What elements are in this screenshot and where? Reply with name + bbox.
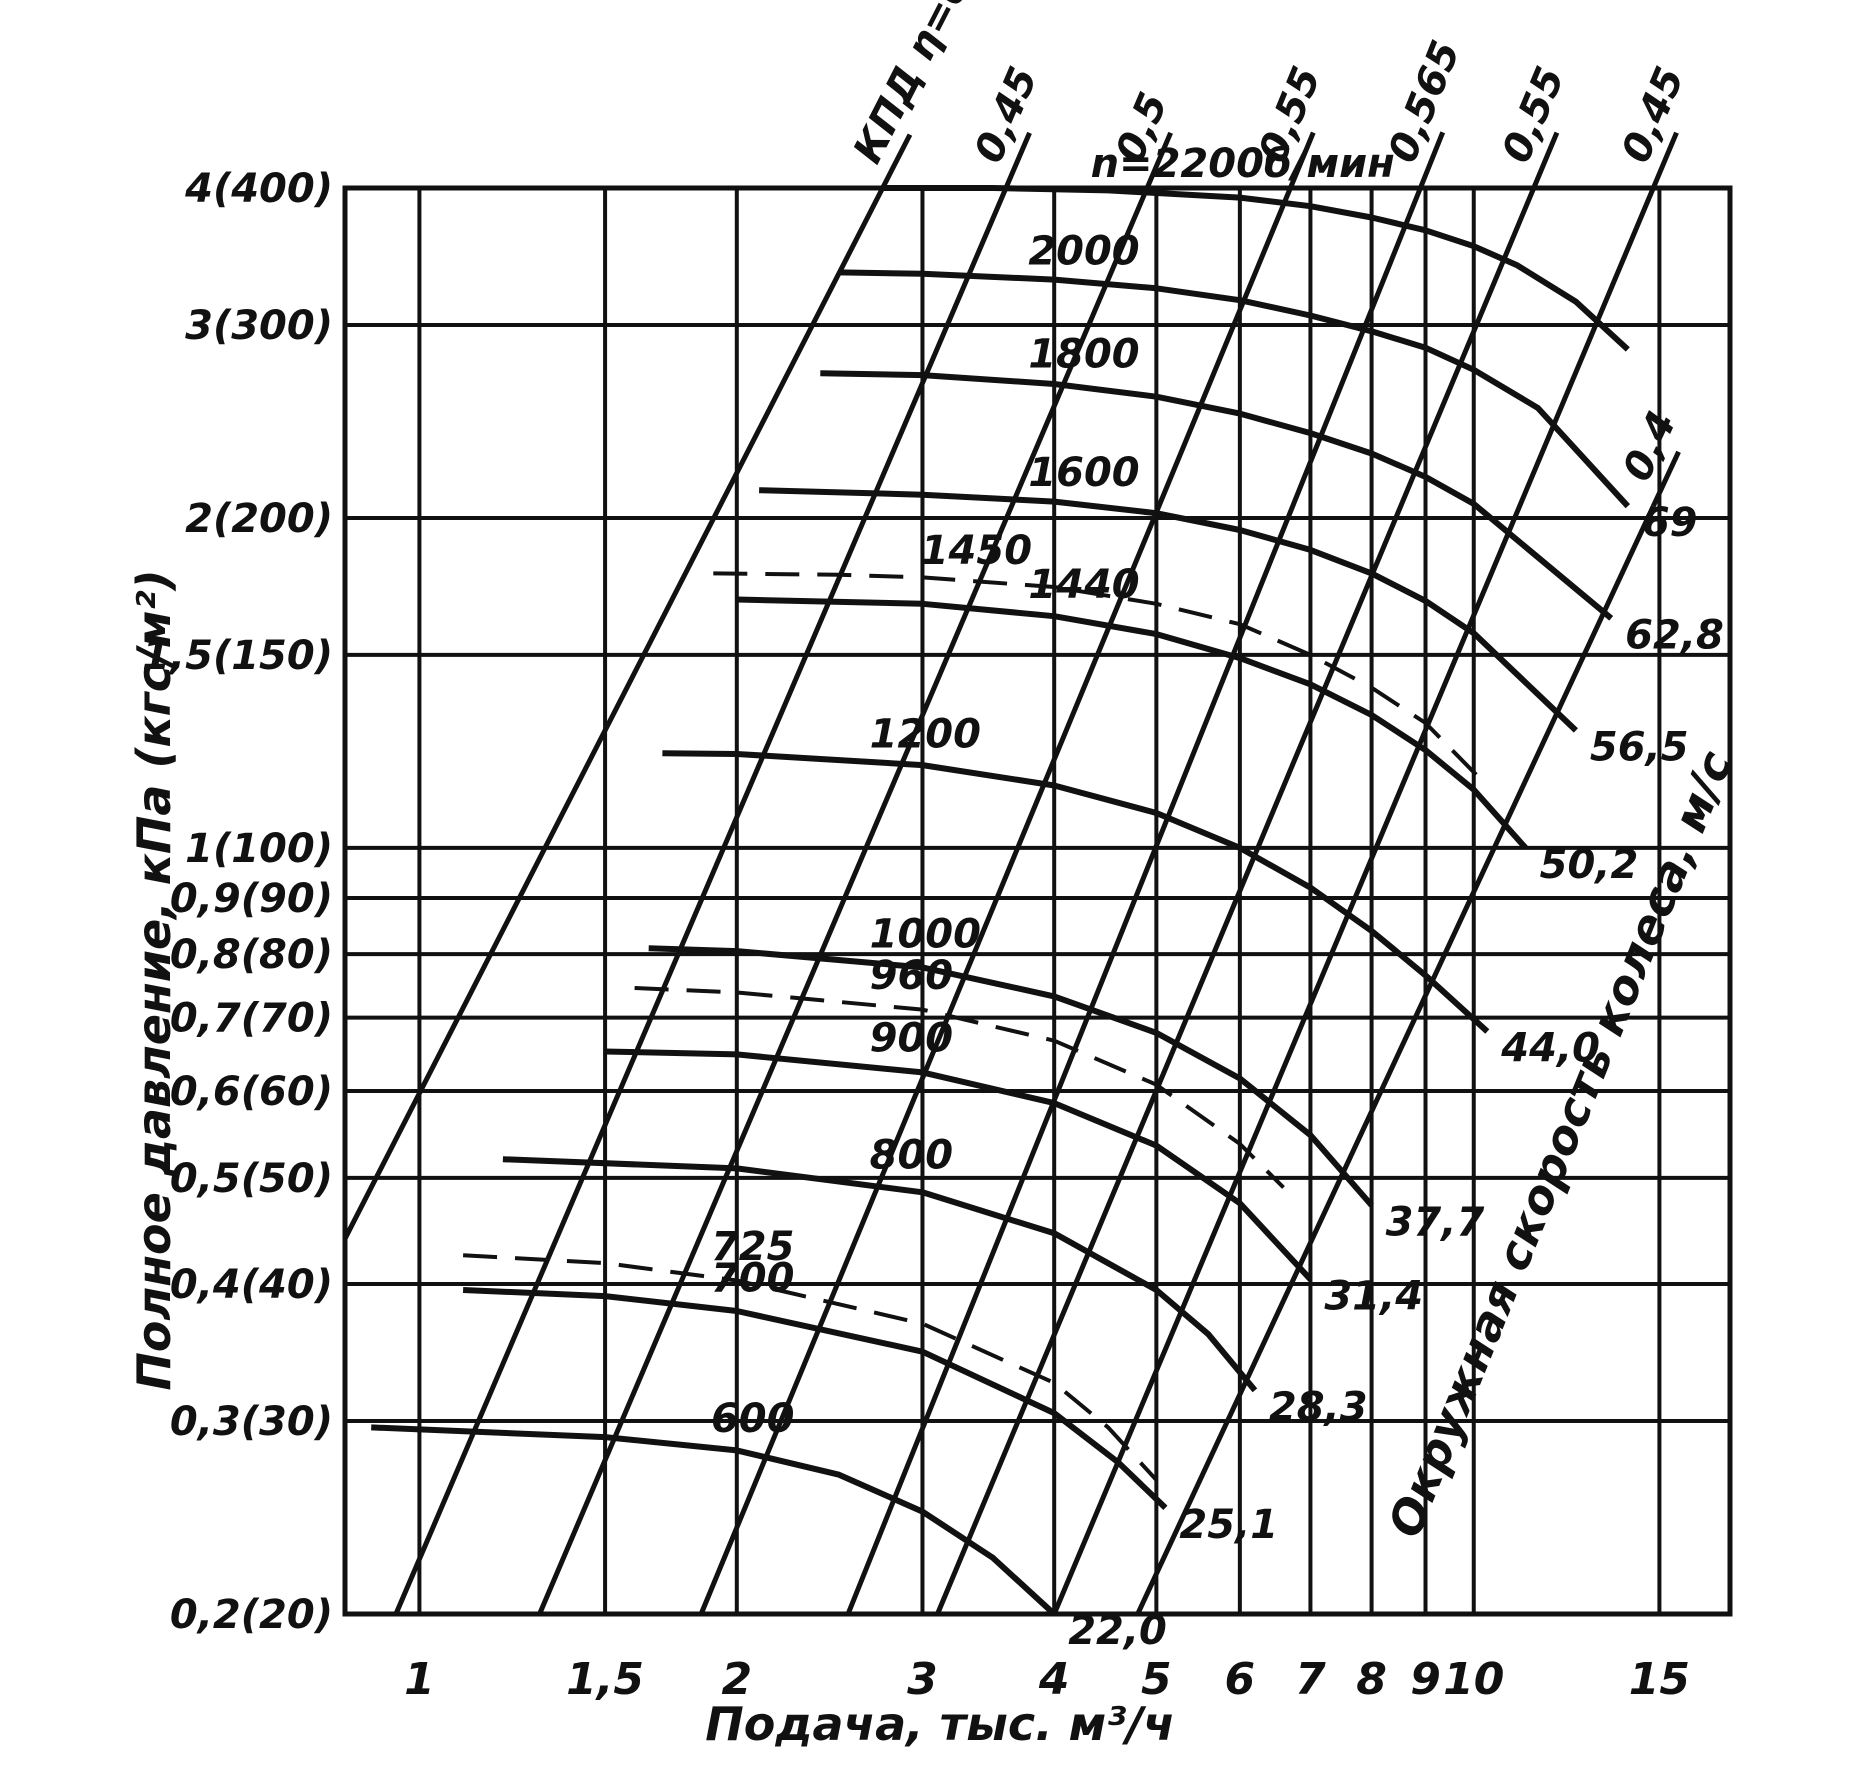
tip-speed-label: 50,2 bbox=[1540, 842, 1639, 888]
speed-curve bbox=[662, 750, 1490, 1034]
y-tick-label: 0,9(90) bbox=[170, 876, 333, 922]
efficiency-line-extension bbox=[1650, 131, 1679, 189]
speed-curve-label: 960 bbox=[870, 953, 954, 999]
efficiency-label: 0,45 bbox=[966, 61, 1047, 170]
efficiency-label: 0,55 bbox=[1493, 60, 1574, 169]
y-tick-label: 0,6(60) bbox=[170, 1069, 333, 1115]
y-tick-label: 0,7(70) bbox=[170, 996, 333, 1042]
x-tick-label: 15 bbox=[1629, 1654, 1690, 1705]
efficiency-line bbox=[393, 187, 1009, 1615]
x-tick-label: 4 bbox=[1038, 1654, 1070, 1705]
speed-curve bbox=[462, 1253, 1158, 1482]
y-tick-label: 1(100) bbox=[185, 826, 333, 872]
speed-curve-label: 1450 bbox=[921, 528, 1032, 574]
tip-speed-label: 28,3 bbox=[1269, 1384, 1368, 1430]
tip-speed-label: 69 bbox=[1642, 500, 1698, 546]
y-axis-title: Полное давление, кПа (кгс/м²) bbox=[127, 569, 181, 1390]
efficiency-line-extension bbox=[1651, 450, 1681, 508]
tip-speed-label: 22,0 bbox=[1068, 1608, 1167, 1654]
speed-curve-label: 1000 bbox=[870, 911, 981, 957]
efficiency-label: 0,45 bbox=[1613, 60, 1694, 169]
y-tick-label: 0,4(40) bbox=[170, 1262, 333, 1308]
x-tick-label: 1,5 bbox=[566, 1654, 644, 1705]
y-tick-label: 3(300) bbox=[185, 303, 333, 349]
x-tick-label: 8 bbox=[1356, 1654, 1387, 1705]
y-tick-label: 0,2(20) bbox=[170, 1592, 333, 1638]
efficiency-line-extension bbox=[880, 133, 913, 190]
speed-curve bbox=[759, 487, 1578, 733]
speed-curve bbox=[634, 986, 1285, 1189]
speed-curve-label: n=2200б/мин bbox=[1091, 141, 1395, 187]
speed-curve-label: 600 bbox=[711, 1396, 795, 1442]
speed-curves bbox=[371, 185, 1631, 1617]
x-tick-label: 10 bbox=[1443, 1654, 1504, 1705]
speed-curve bbox=[736, 596, 1528, 850]
y-tick-label: 1,5(150) bbox=[142, 633, 333, 679]
speed-curve-label: 900 bbox=[870, 1015, 954, 1061]
x-axis-title: Подача, тыс. м³/ч bbox=[705, 1697, 1175, 1751]
x-tick-label: 6 bbox=[1225, 1654, 1256, 1705]
efficiency-line-extension bbox=[1418, 131, 1446, 189]
speed-curve-label: 1440 bbox=[1028, 562, 1139, 608]
speed-curve-label: 1600 bbox=[1028, 450, 1139, 496]
x-tick-label: 2 bbox=[721, 1654, 752, 1705]
speed-curve bbox=[605, 1048, 1313, 1282]
x-tick-label: 7 bbox=[1295, 1654, 1326, 1705]
x-tick-label: 1 bbox=[404, 1654, 435, 1705]
efficiency-line bbox=[698, 187, 1293, 1615]
tip-speed-label: 25,1 bbox=[1179, 1502, 1278, 1548]
efficiency-label: 0,4 bbox=[1614, 404, 1686, 488]
y-tick-label: 4(400) bbox=[184, 166, 333, 212]
speed-curve bbox=[371, 1424, 1057, 1617]
efficiency-line-extension bbox=[1531, 131, 1560, 189]
efficiency-line bbox=[845, 187, 1423, 1615]
y-tick-label: 0,3(30) bbox=[170, 1399, 333, 1445]
efficiency-line-extension bbox=[1288, 131, 1316, 189]
tip-speed-label: 62,8 bbox=[1625, 612, 1724, 658]
tip-speed-label: 37,7 bbox=[1386, 1199, 1485, 1245]
tip-speed-label: 56,5 bbox=[1590, 724, 1689, 770]
efficiency-line-extension bbox=[1144, 131, 1173, 189]
speed-curve-label: 2000 bbox=[1028, 229, 1139, 275]
speed-curve-label: 700 bbox=[711, 1256, 795, 1302]
speed-curve-label: 725 bbox=[711, 1224, 795, 1270]
tip-speed-label: 44,0 bbox=[1500, 1025, 1600, 1071]
speed-curve bbox=[820, 370, 1614, 621]
efficiency-line-extension bbox=[1003, 131, 1032, 189]
efficiency-line bbox=[1135, 505, 1656, 1616]
efficiency-line bbox=[342, 186, 885, 1240]
speed-curve bbox=[462, 1287, 1168, 1510]
speed-curve-label: 1200 bbox=[870, 712, 981, 758]
x-tick-label: 3 bbox=[907, 1654, 938, 1705]
x-tick-label: 5 bbox=[1141, 1654, 1172, 1705]
speed-curve bbox=[502, 1156, 1258, 1393]
y-tick-label: 0,8(80) bbox=[170, 932, 333, 978]
speed-curve-label: 800 bbox=[870, 1132, 954, 1178]
speed-curve bbox=[838, 269, 1631, 509]
speed-curve bbox=[648, 945, 1374, 1208]
x-tick-label: 9 bbox=[1410, 1654, 1441, 1705]
efficiency-line bbox=[537, 187, 1150, 1615]
speed-curve bbox=[713, 571, 1485, 783]
speed-curve-label: 1800 bbox=[1028, 332, 1139, 378]
y-tick-label: 0,5(50) bbox=[170, 1156, 333, 1202]
y-tick-label: 2(200) bbox=[185, 496, 333, 542]
labels: 1 1,5 2 3 4 5 6 7 8 9 10 15 0,2(20) 0,3(30) 0,4(40) 0,5… bbox=[142, 0, 1724, 1705]
tip-speed-label: 31,4 bbox=[1324, 1273, 1423, 1319]
speed-curve bbox=[882, 185, 1630, 352]
